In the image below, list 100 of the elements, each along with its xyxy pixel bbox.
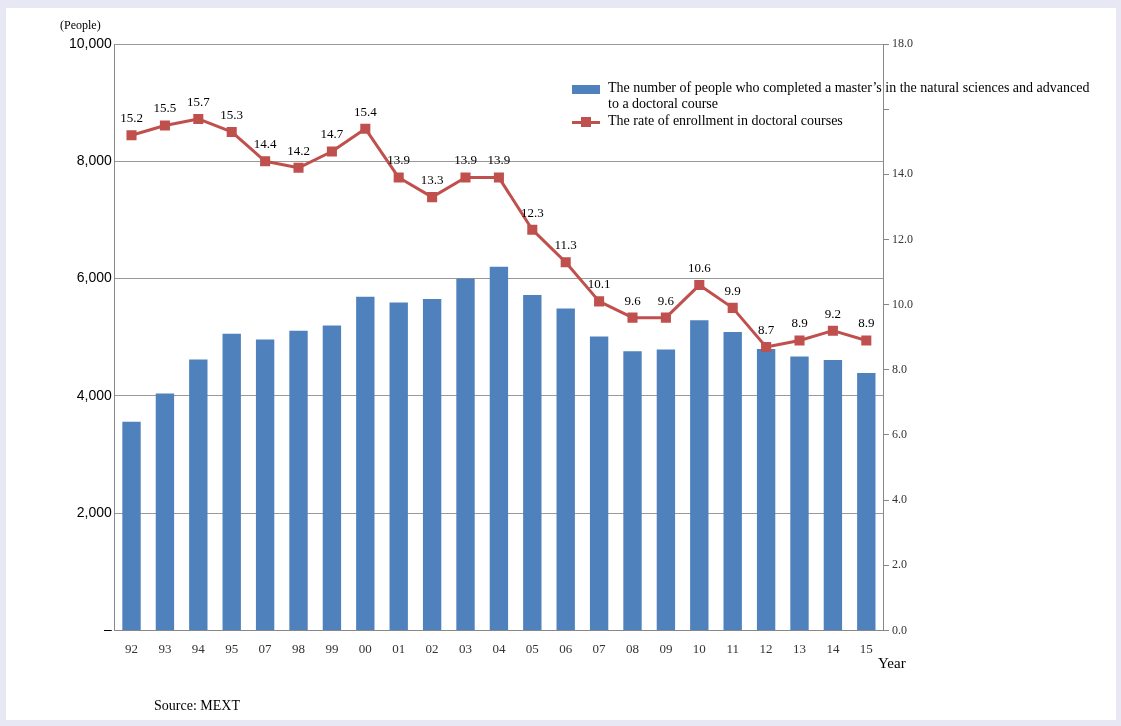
y-tick-label: 10,000 <box>68 34 113 51</box>
bar <box>389 302 408 630</box>
x-tick-label: 13 <box>793 640 806 656</box>
data-label: 15.4 <box>353 103 378 119</box>
point <box>126 130 137 141</box>
x-tick-label: 93 <box>158 640 172 656</box>
data-label: 8.9 <box>858 315 875 331</box>
bar <box>322 325 342 630</box>
bar <box>823 360 843 630</box>
point <box>861 335 872 346</box>
point <box>594 296 605 307</box>
data-label: 15.2 <box>120 110 143 126</box>
bar <box>790 356 809 630</box>
x-tick-label: 04 <box>492 640 506 656</box>
bar <box>255 339 275 630</box>
bar <box>289 330 308 630</box>
bar <box>456 278 475 630</box>
y2-tick-label: 18.0 <box>892 36 913 51</box>
point <box>260 156 271 167</box>
bar <box>656 349 676 630</box>
point <box>660 312 671 323</box>
y2-tick-label: 10.0 <box>892 296 913 311</box>
point <box>560 257 571 268</box>
x-tick-label: 06 <box>559 640 573 656</box>
bar <box>589 336 609 630</box>
legend-label: The number of people who completed a master’s in the natural sciences and advanced to a doctoral course <box>608 80 1091 112</box>
x-tick-label: 14 <box>826 640 840 656</box>
bar <box>356 296 375 630</box>
x-tick-label: 92 <box>125 640 139 656</box>
point <box>827 325 838 336</box>
x-tick-label: 01 <box>392 640 406 656</box>
bar <box>422 299 442 630</box>
bar <box>623 351 642 630</box>
x-tick-label: 95 <box>225 640 239 656</box>
x-tick-label: 08 <box>626 640 640 656</box>
data-label: 13.9 <box>454 152 477 168</box>
point <box>360 123 371 134</box>
y-tick-label: – <box>104 621 113 638</box>
bar <box>690 320 709 630</box>
x-tick-label: 10 <box>692 640 706 656</box>
bar <box>489 266 509 630</box>
x-tick-label: 09 <box>659 640 673 656</box>
data-label: 12.3 <box>520 204 544 220</box>
point <box>427 192 438 203</box>
data-label: 14.2 <box>287 142 310 158</box>
x-tick-label: 05 <box>525 640 539 656</box>
data-label: 9.6 <box>657 292 675 308</box>
data-label: 8.7 <box>757 321 775 337</box>
point <box>761 341 772 353</box>
point <box>493 172 504 183</box>
y2-tick-label: 12.0 <box>892 231 913 246</box>
x-tick-label: 98 <box>292 640 306 656</box>
y-tick-label: 6,000 <box>76 269 113 286</box>
y-tick-label: 2,000 <box>76 503 113 520</box>
data-label: 14.7 <box>320 126 344 142</box>
data-label: 10.1 <box>587 276 611 292</box>
point <box>159 120 170 131</box>
bar <box>756 348 776 630</box>
x-tick-label: 03 <box>459 640 473 656</box>
x-tick-label: 07 <box>258 640 273 656</box>
data-label: 10.6 <box>687 260 712 275</box>
point <box>527 224 538 235</box>
y2-tick-label: 2.0 <box>892 557 907 572</box>
data-label: 13.9 <box>387 152 411 168</box>
bar <box>189 359 208 630</box>
data-label: 13.9 <box>487 152 511 168</box>
point <box>794 335 805 346</box>
point <box>694 280 705 291</box>
point <box>393 172 404 183</box>
point <box>727 302 738 313</box>
x-tick-label: 12 <box>759 640 773 656</box>
data-label: 9.2 <box>824 305 842 321</box>
data-label: 15.3 <box>220 106 244 122</box>
data-label: 13.3 <box>420 172 444 188</box>
y-axis-title: (People) <box>60 18 101 33</box>
y2-tick-label: 8.0 <box>892 361 907 376</box>
source-note: Source: MEXT <box>154 698 240 714</box>
bar <box>155 393 175 630</box>
point <box>627 312 638 323</box>
data-label: 15.7 <box>186 93 211 109</box>
y-tick-label: 8,000 <box>76 152 113 169</box>
x-tick-label: 11 <box>726 640 739 656</box>
data-label: 14.4 <box>253 136 277 152</box>
point <box>460 172 471 183</box>
bar <box>723 331 742 630</box>
data-label: 15.5 <box>153 100 177 116</box>
legend-label: The rate of enrollment in doctoral courses <box>608 113 843 129</box>
bar <box>122 421 141 630</box>
data-label: 8.9 <box>791 315 808 331</box>
x-tick-label: 07 <box>592 640 607 656</box>
data-label: 9.6 <box>624 292 642 308</box>
x-tick-label: 02 <box>425 640 439 656</box>
x-tick-label: 15 <box>859 640 873 656</box>
bar <box>523 294 542 630</box>
x-tick-label: 00 <box>358 640 372 656</box>
point <box>293 162 304 173</box>
data-label: 11.3 <box>554 237 577 253</box>
y-tick-label: 4,000 <box>76 386 113 403</box>
y2-tick-label: 6.0 <box>892 427 907 442</box>
point <box>326 146 337 157</box>
